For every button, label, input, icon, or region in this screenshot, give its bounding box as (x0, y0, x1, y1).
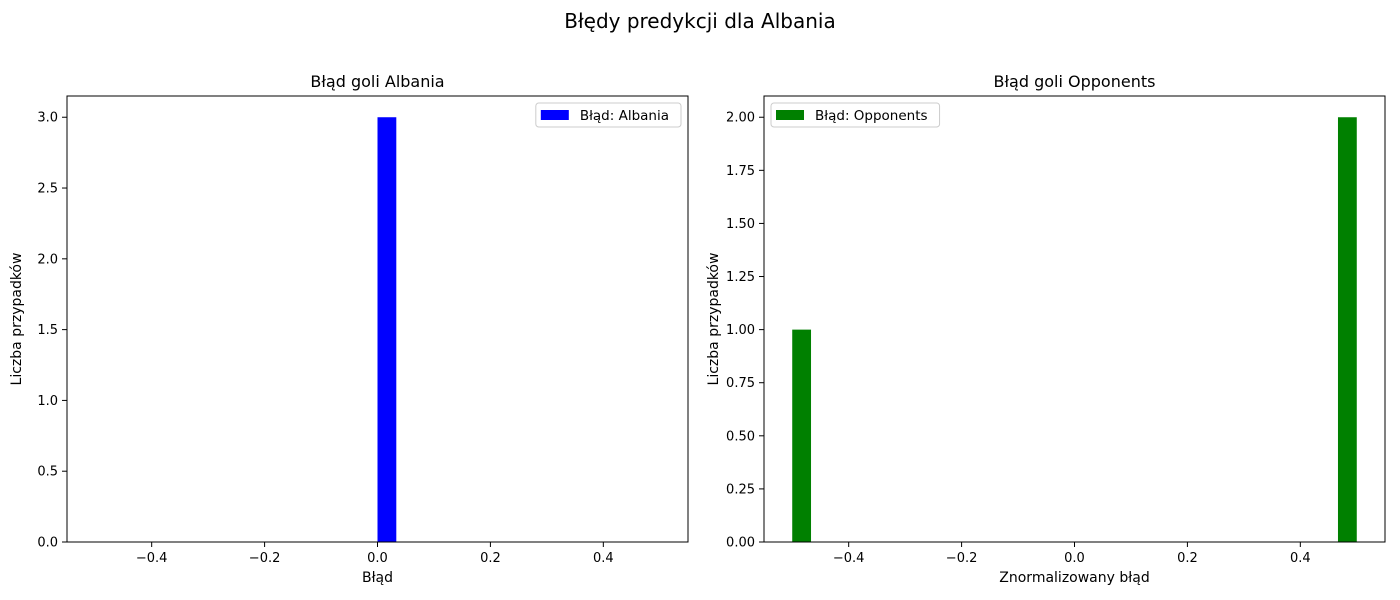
y-tick-label: 0.0 (37, 536, 58, 551)
y-tick-label: 0.5 (37, 465, 58, 480)
y-ticks: 0.0 0.5 1.0 1.5 2.0 2.5 3.0 (37, 111, 67, 551)
bars-group (792, 117, 1357, 542)
x-ticks: −0.4 −0.2 0.0 0.2 0.4 (136, 542, 614, 566)
legend-label: Błąd: Opponents (815, 108, 928, 124)
legend-swatch (540, 110, 569, 120)
y-tick-label: 3.0 (37, 111, 58, 126)
legend: Błąd: Opponents (770, 102, 941, 128)
x-axis-label: Znormalizowany błąd (999, 570, 1149, 586)
x-tick-label: −0.2 (249, 551, 281, 566)
chart-opponents: Błąd goli Opponents Znormalizowany błąd … (706, 72, 1386, 586)
bar-1 (1337, 117, 1357, 542)
chart-title: Błąd goli Albania (310, 72, 444, 91)
y-tick-label: 0.25 (726, 482, 755, 497)
y-axis-label: Liczba przypadków (9, 253, 25, 386)
y-tick-label: 1.5 (37, 323, 58, 338)
legend-label: Błąd: Albania (580, 108, 669, 124)
bars-group (377, 117, 397, 542)
bar-0 (377, 117, 397, 542)
y-tick-label: 2.5 (37, 182, 58, 197)
y-axis-label: Liczba przypadków (706, 253, 722, 386)
bar-0 (792, 329, 812, 542)
y-tick-label: 1.75 (726, 164, 755, 179)
x-tick-label: −0.4 (833, 551, 865, 566)
y-tick-label: 1.25 (726, 270, 755, 285)
x-tick-label: −0.4 (136, 551, 168, 566)
x-tick-label: 0.4 (593, 551, 614, 566)
y-tick-label: 1.00 (726, 323, 755, 338)
y-ticks: 0.00 0.25 0.50 0.75 1.00 1.25 1.50 1.75 2.00 (726, 111, 764, 551)
x-tick-label: 0.2 (1177, 551, 1198, 566)
legend: Błąd: Albania (535, 102, 682, 128)
y-tick-label: 2.0 (37, 252, 58, 267)
legend-box (535, 102, 682, 128)
x-axis-label: Błąd (362, 570, 393, 586)
plot-frame (763, 95, 1386, 543)
x-tick-label: 0.2 (480, 551, 501, 566)
y-tick-label: 1.50 (726, 217, 755, 232)
y-tick-label: 1.0 (37, 394, 58, 409)
legend-swatch (776, 110, 804, 120)
x-tick-label: 0.4 (1290, 551, 1311, 566)
x-tick-label: 0.0 (367, 551, 388, 566)
y-tick-label: 0.50 (726, 429, 755, 444)
chart-albania: Błąd goli Albania Błąd Liczba przypadków… (9, 72, 689, 586)
chart-title: Błąd goli Opponents (994, 72, 1156, 91)
x-tick-label: −0.2 (946, 551, 978, 566)
x-tick-label: 0.0 (1064, 551, 1085, 566)
legend-box (770, 102, 941, 128)
y-tick-label: 0.00 (726, 536, 755, 551)
x-ticks: −0.4 −0.2 0.0 0.2 0.4 (833, 542, 1311, 566)
figure-suptitle: Błędy predykcji dla Albania (564, 9, 836, 33)
y-tick-label: 2.00 (726, 111, 755, 126)
y-tick-label: 0.75 (726, 376, 755, 391)
plot-frame (66, 95, 689, 543)
